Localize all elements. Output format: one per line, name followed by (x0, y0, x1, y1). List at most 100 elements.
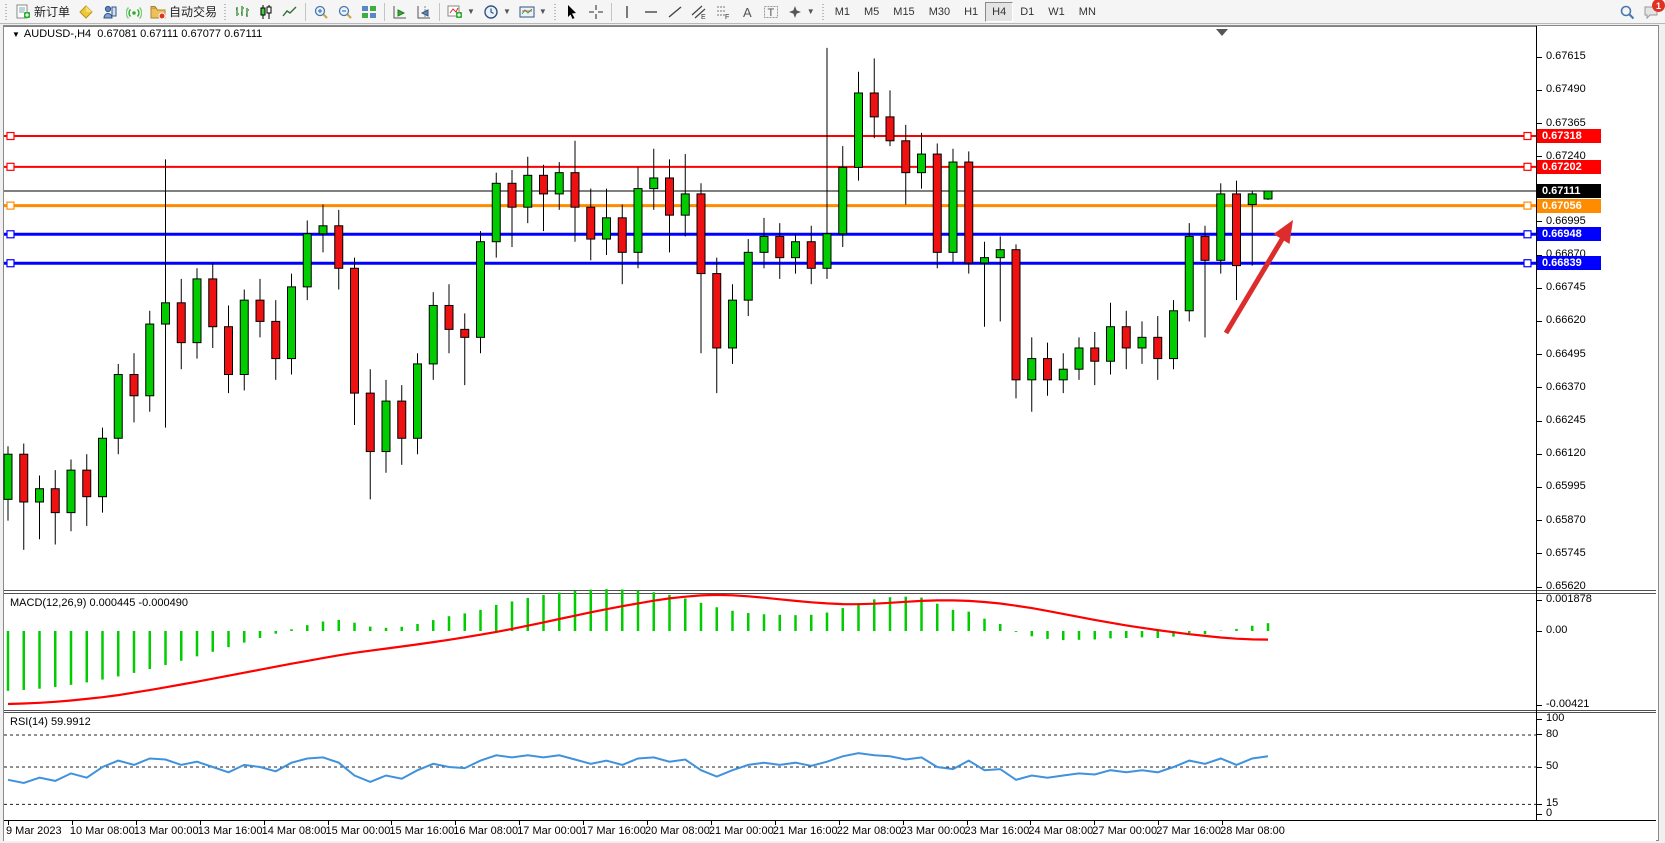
fibonacci-button[interactable]: F (711, 1, 735, 23)
time-label: 24 Mar 08:00 (1028, 825, 1094, 837)
line-chart-icon (282, 6, 297, 16)
crosshair-button[interactable] (584, 1, 608, 23)
hline-0.67056[interactable] (4, 201, 1536, 210)
arrows-tool-button[interactable]: ▼ (783, 1, 819, 23)
svg-text:F: F (725, 14, 729, 20)
new-order-button[interactable]: 新订单 (11, 1, 74, 23)
auto-scroll-button[interactable] (388, 1, 412, 23)
panel-splitter[interactable] (4, 590, 1656, 594)
zoom-out-button[interactable] (333, 1, 357, 23)
templates-button[interactable]: ▼ (515, 1, 551, 23)
panel-splitter[interactable] (4, 710, 1656, 713)
rsi-axis-label: 80 (1546, 727, 1559, 740)
equidistant-channel-button[interactable]: E (687, 1, 711, 23)
candle (602, 188, 611, 255)
main-toolbar: 新订单 (0, 0, 1665, 24)
price-axis[interactable]: 0.676150.674900.673650.672400.671150.669… (1536, 26, 1659, 820)
toolbar-drag-handle[interactable] (4, 3, 9, 20)
candle (334, 209, 344, 290)
tile-windows-button[interactable] (357, 1, 381, 23)
toolbar-drag-handle[interactable] (820, 3, 826, 20)
periods-button[interactable]: ▼ (479, 1, 515, 23)
period-button-h4[interactable]: H4 (985, 1, 1014, 22)
candle (1263, 190, 1273, 201)
candle (822, 47, 832, 279)
price-label-0.67202: 0.67202 (1537, 159, 1601, 174)
axis-tick-label: 0.67490 (1546, 83, 1586, 96)
candle (224, 305, 233, 394)
trendline-icon (668, 5, 682, 18)
candle (413, 353, 422, 455)
period-button-d1[interactable]: D1 (1020, 5, 1035, 18)
hline-0.66839[interactable] (4, 259, 1536, 268)
period-button-w1[interactable]: W1 (1048, 5, 1065, 18)
chart-shift-marker-icon[interactable] (1216, 29, 1228, 36)
candle (586, 188, 596, 261)
chart-shift-button[interactable] (412, 1, 436, 23)
macd-panel[interactable] (4, 589, 1536, 710)
axis-tick-label: 0.66745 (1546, 281, 1586, 294)
candle (82, 454, 92, 526)
new-order-label: 新订单 (34, 5, 71, 19)
chart-ohlc: 0.67081 0.67111 0.67077 0.67111 (97, 28, 263, 40)
cursor-button[interactable] (560, 1, 584, 23)
data-window-button[interactable] (98, 1, 122, 23)
candle (1011, 244, 1021, 399)
period-button-m15[interactable]: M15 (893, 5, 915, 18)
candle (1074, 337, 1084, 380)
period-button-h1[interactable]: H1 (964, 5, 979, 18)
macd-axis-label: -0.00421 (1546, 698, 1590, 711)
candle (1027, 337, 1037, 412)
candle (287, 273, 296, 375)
autotrading-label: 自动交易 (169, 5, 218, 19)
notifications-button[interactable]: 1 (1643, 0, 1665, 20)
zoom-out-icon (338, 5, 352, 19)
trendline-button[interactable] (663, 1, 687, 23)
autotrading-button[interactable]: 自动交易 (146, 1, 221, 23)
hline-0.67202[interactable] (4, 162, 1536, 171)
candle (554, 162, 564, 210)
main-chart[interactable] (3, 26, 1536, 590)
horizontal-line-button[interactable] (639, 1, 663, 23)
candle (208, 262, 218, 348)
market-watch-button[interactable] (74, 1, 98, 23)
text-label-button[interactable]: T (759, 1, 783, 23)
period-button-m1[interactable]: M1 (834, 5, 850, 18)
rsi-axis-label: 100 (1546, 712, 1565, 724)
candle (1200, 225, 1210, 338)
rsi-line (7, 752, 1269, 785)
bar-chart-icon (236, 5, 250, 17)
line-chart-button[interactable] (278, 1, 302, 23)
period-button-m5[interactable]: M5 (864, 5, 880, 18)
candlestick-chart-button[interactable] (254, 1, 278, 23)
axis-tick-label: 0.67240 (1546, 149, 1586, 162)
rsi-panel[interactable] (4, 713, 1536, 819)
axis-tick-label: 0.66495 (1546, 347, 1586, 360)
chart-title[interactable]: ▼ AUDUSD-,H4 0.67081 0.67111 0.67077 0.67… (12, 28, 262, 40)
hline-0.67318[interactable] (4, 131, 1536, 141)
bar-chart-button[interactable] (230, 1, 254, 23)
signals-button[interactable] (122, 1, 146, 23)
macd-label: MACD(12,26,9) 0.000445 -0.000490 (10, 597, 188, 609)
indicators-button[interactable]: ▼ (443, 1, 479, 23)
time-label: 20 Mar 08:00 (645, 825, 710, 837)
notification-badge: 1 (1652, 0, 1665, 12)
toolbar-drag-handle[interactable] (223, 3, 229, 20)
zoom-in-button[interactable] (309, 1, 333, 23)
trend-arrow[interactable] (1223, 220, 1293, 335)
candle (1216, 183, 1226, 274)
toolbar-drag-handle[interactable] (552, 3, 558, 20)
hline-0.66948[interactable] (4, 230, 1536, 239)
search-icon[interactable] (1619, 4, 1635, 20)
text-button[interactable]: A (735, 1, 759, 23)
chart-menu-triangle-icon[interactable]: ▼ (12, 30, 20, 39)
period-button-m30[interactable]: M30 (928, 5, 951, 18)
vertical-line-button[interactable] (615, 1, 639, 23)
period-button-mn[interactable]: MN (1078, 5, 1096, 18)
chevron-down-icon: ▼ (538, 7, 547, 16)
time-axis[interactable]: 9 Mar 2023 10 Mar 08:00 13 Mar 00:00 13 Mar… (4, 820, 1656, 841)
time-label: 15 Mar 16:00 (389, 825, 455, 837)
candle (728, 284, 737, 364)
auto-scroll-icon (393, 5, 407, 18)
